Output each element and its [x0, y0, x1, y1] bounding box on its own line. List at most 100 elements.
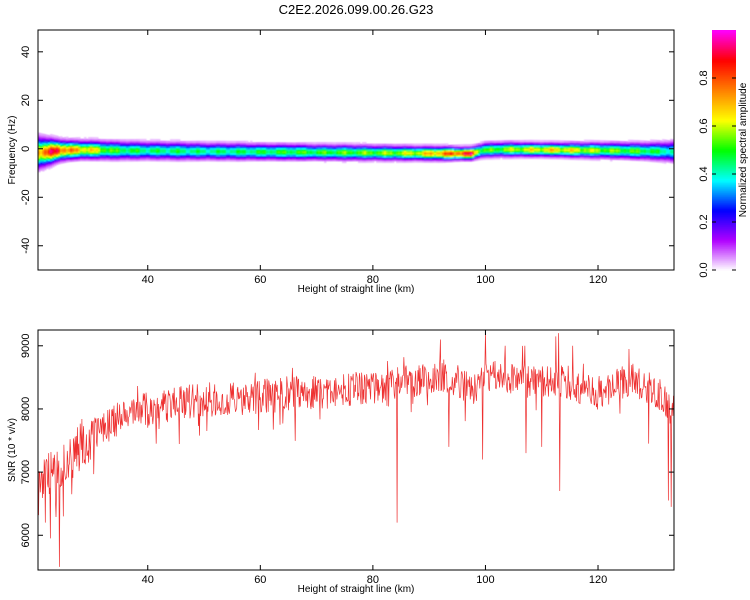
- spectrogram-cell: [552, 151, 555, 155]
- spectrogram-cell: [338, 147, 341, 150]
- spectrogram-cell: [658, 143, 661, 146]
- spectrogram-cell: [92, 143, 95, 147]
- spectrogram-cell: [228, 145, 231, 149]
- spectrogram-cell: [282, 157, 285, 160]
- spectrogram-cell: [334, 143, 337, 147]
- spectrogram-cell: [672, 159, 674, 162]
- spectrogram-cell: [308, 148, 311, 152]
- spectrogram-cell: [164, 144, 167, 147]
- spectrogram-cell: [606, 145, 609, 148]
- spectrogram-cell: [114, 144, 117, 147]
- spectrogram-cell: [450, 158, 453, 161]
- spectrogram-cell: [454, 159, 457, 163]
- spectrogram-cell: [456, 158, 459, 161]
- spectrogram-cell: [628, 141, 631, 144]
- spectrogram-cell: [380, 145, 383, 148]
- spectrogram-cell: [44, 159, 47, 162]
- spectrogram-cell: [576, 142, 579, 145]
- spectrogram-cell: [266, 157, 269, 160]
- spectrogram-cell: [90, 148, 93, 152]
- spectrogram-cell: [550, 140, 553, 143]
- spectrogram-cell: [368, 158, 371, 162]
- spectrogram-cell: [106, 159, 109, 162]
- spectrogram-cell: [356, 154, 359, 157]
- spectrogram-cell: [300, 144, 303, 147]
- spectrogram-cell: [118, 149, 121, 152]
- spectrogram-cell: [250, 144, 253, 147]
- spectrogram-cell: [624, 141, 627, 144]
- spectrogram-cell: [294, 157, 297, 160]
- spectrogram-cell: [38, 156, 41, 159]
- spectrogram-cell: [40, 133, 43, 136]
- spectrogram-cell: [386, 143, 389, 146]
- spectrogram-cell: [168, 157, 171, 161]
- spectrogram-cell: [316, 157, 319, 160]
- spectrogram-cell: [296, 147, 299, 150]
- spectrogram-cell: [88, 138, 91, 141]
- spectrogram-cell: [196, 147, 199, 150]
- spectrogram-cell: [456, 152, 459, 156]
- spectrogram-cell: [572, 147, 575, 150]
- spectrogram-cell: [268, 145, 271, 148]
- spectrogram-cell: [422, 157, 425, 160]
- spectrogram-cell: [378, 145, 381, 148]
- spectrogram-cell: [74, 137, 77, 140]
- spectrogram-cell: [356, 148, 359, 152]
- spectrogram-cell: [548, 156, 551, 160]
- spectrogram-cell: [526, 155, 529, 158]
- spectrogram-cell: [526, 153, 529, 156]
- spectrogram-cell: [518, 140, 521, 143]
- spectrogram-cell: [192, 154, 195, 157]
- spectrogram-cell: [450, 149, 453, 153]
- spectrogram-cell: [140, 154, 143, 157]
- spectrogram-cell: [74, 139, 77, 142]
- spectrogram-cell: [396, 160, 399, 163]
- spectrogram-cell: [218, 145, 221, 149]
- spectrogram-cell: [120, 147, 123, 150]
- spectrogram-cell: [106, 154, 109, 157]
- spectrogram-cell: [288, 144, 291, 147]
- spectrogram-cell: [608, 150, 611, 153]
- spectrogram-cell: [466, 154, 469, 157]
- spectrogram-cell: [198, 145, 201, 149]
- spectrogram-cell: [438, 143, 441, 146]
- spectrogram-cell: [600, 157, 603, 160]
- spectrogram-cell: [452, 153, 455, 156]
- spectrogram-cell: [284, 157, 287, 160]
- spectrogram-cell: [496, 157, 499, 160]
- spectrogram-cell: [576, 149, 579, 152]
- spectrogram-cell: [518, 143, 521, 146]
- spectrogram-cell: [76, 139, 79, 142]
- spectrogram-cell: [146, 152, 149, 155]
- spectrogram-cell: [260, 148, 263, 152]
- spectrogram-cell: [200, 154, 203, 157]
- spectrogram-cell: [126, 144, 129, 147]
- spectrogram-cell: [70, 146, 73, 149]
- spectrogram-cell: [278, 159, 281, 162]
- spectrogram-cell: [42, 135, 45, 138]
- spectrogram-cell: [158, 145, 161, 148]
- spectrogram-cell: [104, 144, 107, 147]
- spectrogram-cell: [192, 151, 195, 154]
- spectrogram-cell: [626, 153, 629, 156]
- spectrogram-cell: [144, 155, 147, 159]
- spectrogram-cell: [508, 145, 511, 148]
- spectrogram-cell: [652, 144, 655, 147]
- spectrogram-cell: [572, 145, 575, 149]
- spectrogram-cell: [114, 139, 117, 142]
- spectrogram-cell: [110, 144, 113, 147]
- spectrogram-cell: [70, 137, 73, 140]
- spectrogram-cell: [204, 155, 207, 159]
- spectrogram-cell: [284, 144, 287, 147]
- spectrogram-cell: [254, 152, 257, 155]
- colorbar-cell: [712, 44, 736, 47]
- spectrogram-cell: [482, 140, 485, 144]
- colorbar-cell: [712, 162, 736, 165]
- spectrogram-cell: [614, 157, 617, 160]
- spectrogram-cell: [412, 143, 415, 146]
- spectrogram-cell: [108, 142, 111, 145]
- spectrogram-cell: [140, 155, 143, 159]
- spectrogram-cell: [518, 141, 521, 144]
- spectrogram-cell: [670, 145, 673, 148]
- spectrogram-cell: [186, 152, 189, 156]
